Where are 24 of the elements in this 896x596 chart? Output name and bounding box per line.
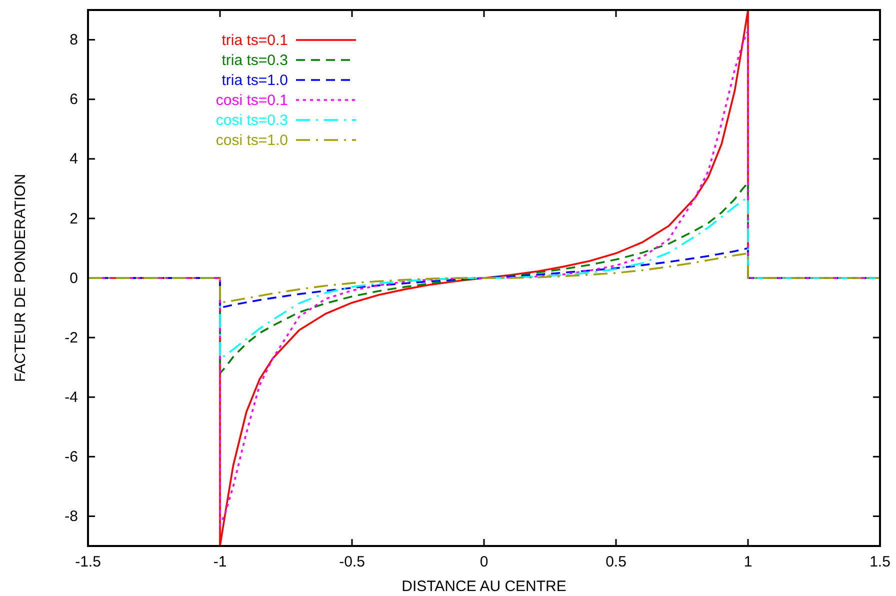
x-tick-label: -0.5 <box>339 554 365 571</box>
x-tick-label: 1 <box>744 554 752 571</box>
x-axis-title: DISTANCE AU CENTRE <box>402 578 566 595</box>
y-tick-label: -4 <box>64 388 78 406</box>
y-tick-label: 8 <box>70 32 78 49</box>
legend-label: tria ts=1.0 <box>222 72 288 89</box>
y-tick-label: 6 <box>70 91 78 108</box>
legend-label: cosi ts=1.0 <box>216 132 288 149</box>
legend-label: tria ts=0.1 <box>222 32 288 49</box>
legend-label: cosi ts=0.3 <box>216 112 288 129</box>
y-tick-label: 2 <box>70 210 78 228</box>
y-tick-label: -2 <box>64 329 78 346</box>
y-axis-title: FACTEUR DE PONDERATION <box>12 174 29 382</box>
x-tick-label: -1.5 <box>75 554 101 571</box>
y-tick-label: -8 <box>64 508 78 526</box>
x-tick-label: 0.5 <box>606 554 626 571</box>
y-tick-label: 4 <box>70 150 78 168</box>
x-tick-label: 1.5 <box>870 554 890 571</box>
x-tick-label: 0 <box>480 554 488 571</box>
legend-label: tria ts=0.3 <box>222 52 288 69</box>
legend-label: cosi ts=0.1 <box>216 92 288 109</box>
y-tick-label: -6 <box>64 448 78 466</box>
x-tick-label: -1 <box>213 554 227 571</box>
y-tick-label: 0 <box>70 270 78 287</box>
